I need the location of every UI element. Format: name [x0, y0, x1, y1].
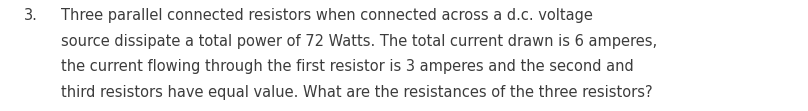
Text: 3.: 3.	[24, 8, 38, 23]
Text: Three parallel connected resistors when connected across a d.c. voltage: Three parallel connected resistors when …	[61, 8, 592, 23]
Text: the current flowing through the first resistor is 3 amperes and the second and: the current flowing through the first re…	[61, 59, 633, 74]
Text: source dissipate a total power of 72 Watts. The total current drawn is 6 amperes: source dissipate a total power of 72 Wat…	[61, 34, 657, 49]
Text: third resistors have equal value. What are the resistances of the three resistor: third resistors have equal value. What a…	[61, 85, 652, 100]
